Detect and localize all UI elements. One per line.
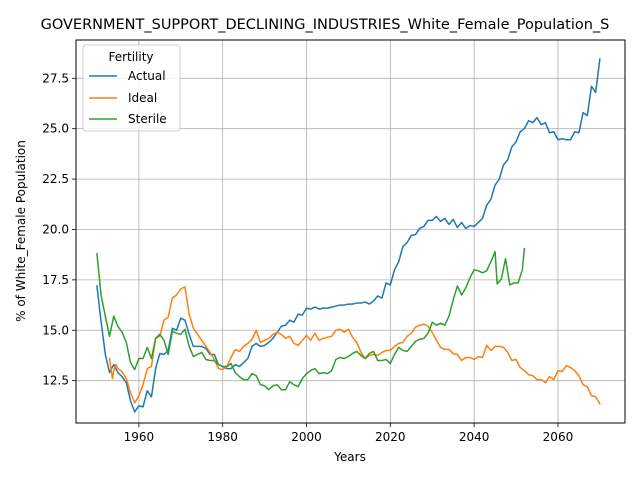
x-tick-label: 2040 xyxy=(459,430,490,444)
series-lines xyxy=(96,58,601,413)
axis-ticks: 1960 1980 2000 2020 2040 2060 12.5 15.0 17.5 20.0… xyxy=(42,71,573,444)
x-axis-label: Years xyxy=(333,450,366,464)
x-tick-label: 1960 xyxy=(124,430,155,444)
y-tick-label: 12.5 xyxy=(42,374,69,388)
legend-label-actual: Actual xyxy=(128,69,166,83)
series-line-ideal xyxy=(108,286,601,405)
y-tick-label: 25.0 xyxy=(42,122,69,136)
legend: Fertility Actual Ideal Sterile xyxy=(82,44,181,132)
plot-frame xyxy=(75,39,626,424)
chart-title: GOVERNMENT_SUPPORT_DECLINING_INDUSTRIES_… xyxy=(41,17,610,33)
y-tick-label: 27.5 xyxy=(42,71,69,85)
series-line-actual xyxy=(96,58,601,413)
legend-label-sterile: Sterile xyxy=(128,112,167,126)
legend-label-ideal: Ideal xyxy=(128,91,157,105)
series-line-sterile xyxy=(96,247,526,391)
x-tick-label: 2020 xyxy=(375,430,406,444)
x-tick-label: 2060 xyxy=(543,430,574,444)
y-tick-label: 20.0 xyxy=(42,222,69,236)
grid xyxy=(76,40,625,423)
y-axis-label: % of White_Female Population xyxy=(14,140,28,322)
legend-title: Fertility xyxy=(108,50,153,64)
legend-box xyxy=(82,44,181,132)
x-tick-label: 2000 xyxy=(291,430,322,444)
y-tick-label: 17.5 xyxy=(42,273,69,287)
x-tick-label: 1980 xyxy=(207,430,238,444)
y-tick-label: 22.5 xyxy=(42,172,69,186)
y-tick-label: 15.0 xyxy=(42,323,69,337)
